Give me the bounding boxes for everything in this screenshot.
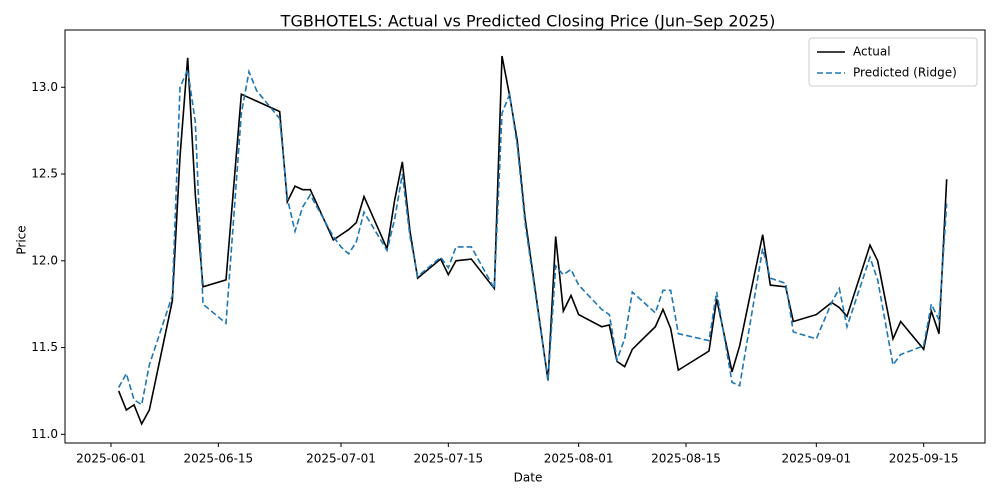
y-tick-label: 12.0 bbox=[31, 253, 58, 267]
series-line bbox=[117, 67, 948, 407]
x-tick-label: 2025-06-15 bbox=[183, 452, 253, 466]
y-tick-label: 11.5 bbox=[31, 340, 58, 354]
x-tick-label: 2025-08-15 bbox=[651, 452, 721, 466]
legend-label: Predicted (Ridge) bbox=[853, 66, 957, 80]
y-tick-label: 12.5 bbox=[31, 167, 58, 181]
y-axis-label: Price bbox=[15, 225, 29, 254]
x-tick-label: 2025-07-01 bbox=[306, 452, 376, 466]
y-tick-label: 13.0 bbox=[31, 80, 58, 94]
x-tick-label: 2025-07-15 bbox=[413, 452, 483, 466]
x-axis-label: Date bbox=[514, 471, 543, 485]
x-tick-label: 2025-09-15 bbox=[889, 452, 959, 466]
plot-frame bbox=[64, 29, 986, 444]
legend-box bbox=[808, 37, 978, 87]
x-tick-label: 2025-08-01 bbox=[544, 452, 614, 466]
legend-label: Actual bbox=[853, 45, 891, 59]
x-tick-label: 2025-06-01 bbox=[76, 452, 146, 466]
x-tick-label: 2025-09-01 bbox=[781, 452, 851, 466]
chart-title: TGBHOTELS: Actual vs Predicted Closing P… bbox=[280, 12, 776, 31]
y-tick-label: 11.0 bbox=[31, 427, 58, 441]
